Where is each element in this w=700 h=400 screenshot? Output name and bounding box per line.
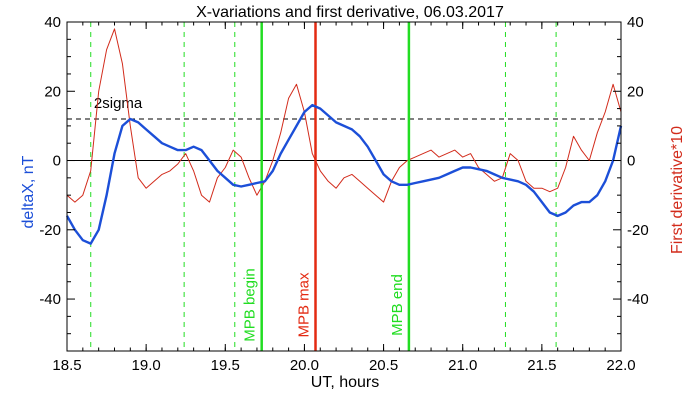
y-tick-label-left-4: 40	[44, 14, 61, 31]
y-tick-label-right-4: 40	[627, 14, 644, 31]
x-tick-label-5: 21.0	[448, 357, 477, 374]
x-tick-label-1: 19.0	[132, 357, 161, 374]
x-tick-label-6: 21.5	[527, 357, 556, 374]
series-line-deltax	[65, 103, 623, 245]
x-tick-label-0: 18.5	[52, 357, 81, 374]
y-axis-title-left: deltaX, nT	[20, 155, 37, 228]
y-tick-label-left-1: -20	[39, 222, 61, 239]
threshold-label: 2sigma	[94, 95, 143, 112]
y-tick-label-right-0: -40	[627, 291, 649, 308]
chart-title: X-variations and first derivative, 06.03…	[196, 4, 504, 21]
y-tick-label-left-2: 0	[53, 153, 61, 170]
series-line-derivative	[66, 28, 622, 203]
x-axis-title: UT, hours	[311, 374, 379, 391]
marker-label-2: MPB end	[389, 274, 406, 336]
y-tick-label-right-3: 20	[627, 83, 644, 100]
y-tick-label-right-1: -20	[627, 222, 649, 239]
y-tick-label-left-0: -40	[39, 291, 61, 308]
y-tick-label-left-3: 20	[44, 83, 61, 100]
x-tick-label-3: 20.0	[290, 357, 319, 374]
marker-label-0: MPB begin	[242, 268, 259, 341]
plot-area: 2sigma MPB begin MPB max MPB end 18.5 19.0 19.…	[39, 14, 648, 374]
y-tick-label-right-2: 0	[627, 153, 635, 170]
x-tick-label-4: 20.5	[369, 357, 398, 374]
x-tick-label-7: 22.0	[606, 357, 635, 374]
marker-label-1: MPB max	[296, 272, 313, 338]
x-tick-label-2: 19.5	[211, 357, 240, 374]
plot-frame	[66, 21, 622, 352]
y-axis-title-right: First derivative*10	[669, 126, 686, 254]
